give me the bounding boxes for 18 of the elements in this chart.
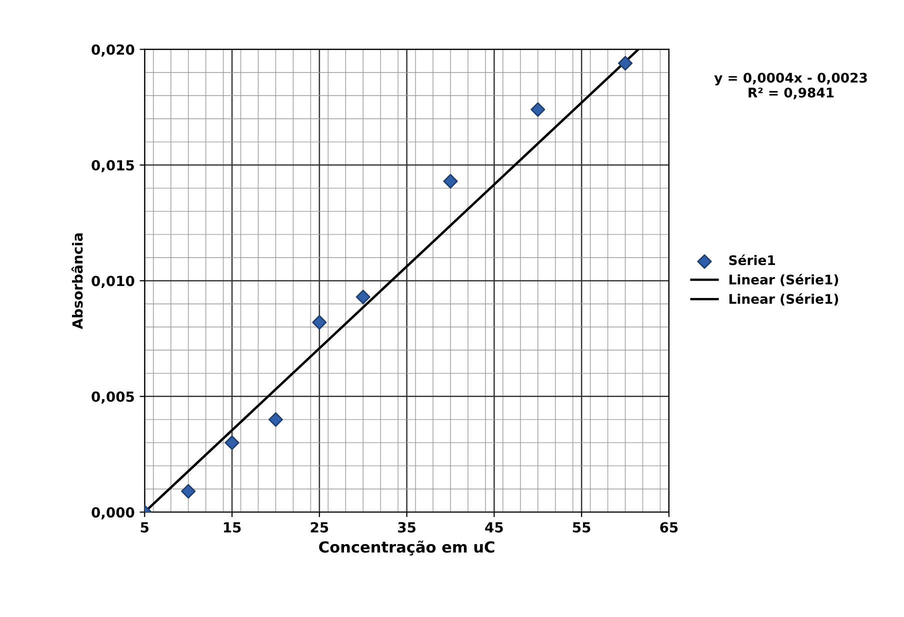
y-tick-label: 0,005 — [92, 391, 134, 404]
y-tick-label: 0,010 — [92, 276, 134, 288]
text: y = 0,0004x - 0,0023 R² = 0,9841 — [714, 72, 867, 100]
y-tick-label: 0,000 — [92, 507, 134, 520]
legend-label: Série1 — [729, 254, 775, 266]
legend-label: Linear (Série1) — [729, 293, 838, 306]
x-axis-title: Concentração em uC — [319, 540, 494, 556]
legend-label: Linear (Série1) — [729, 274, 838, 286]
x-tick-label: 25 — [310, 522, 328, 533]
x-tick-label: 45 — [485, 522, 503, 533]
x-tick-label: 5 — [140, 522, 148, 533]
y-tick-label: 0,015 — [92, 160, 134, 172]
y-axis-title: Absorbância — [71, 233, 83, 330]
x-tick-label: 65 — [660, 522, 678, 533]
x-tick-label: 35 — [398, 522, 416, 533]
x-tick-label: 15 — [224, 522, 241, 533]
y-tick-label: 0,020 — [92, 44, 134, 57]
x-tick-label: 55 — [572, 522, 590, 533]
